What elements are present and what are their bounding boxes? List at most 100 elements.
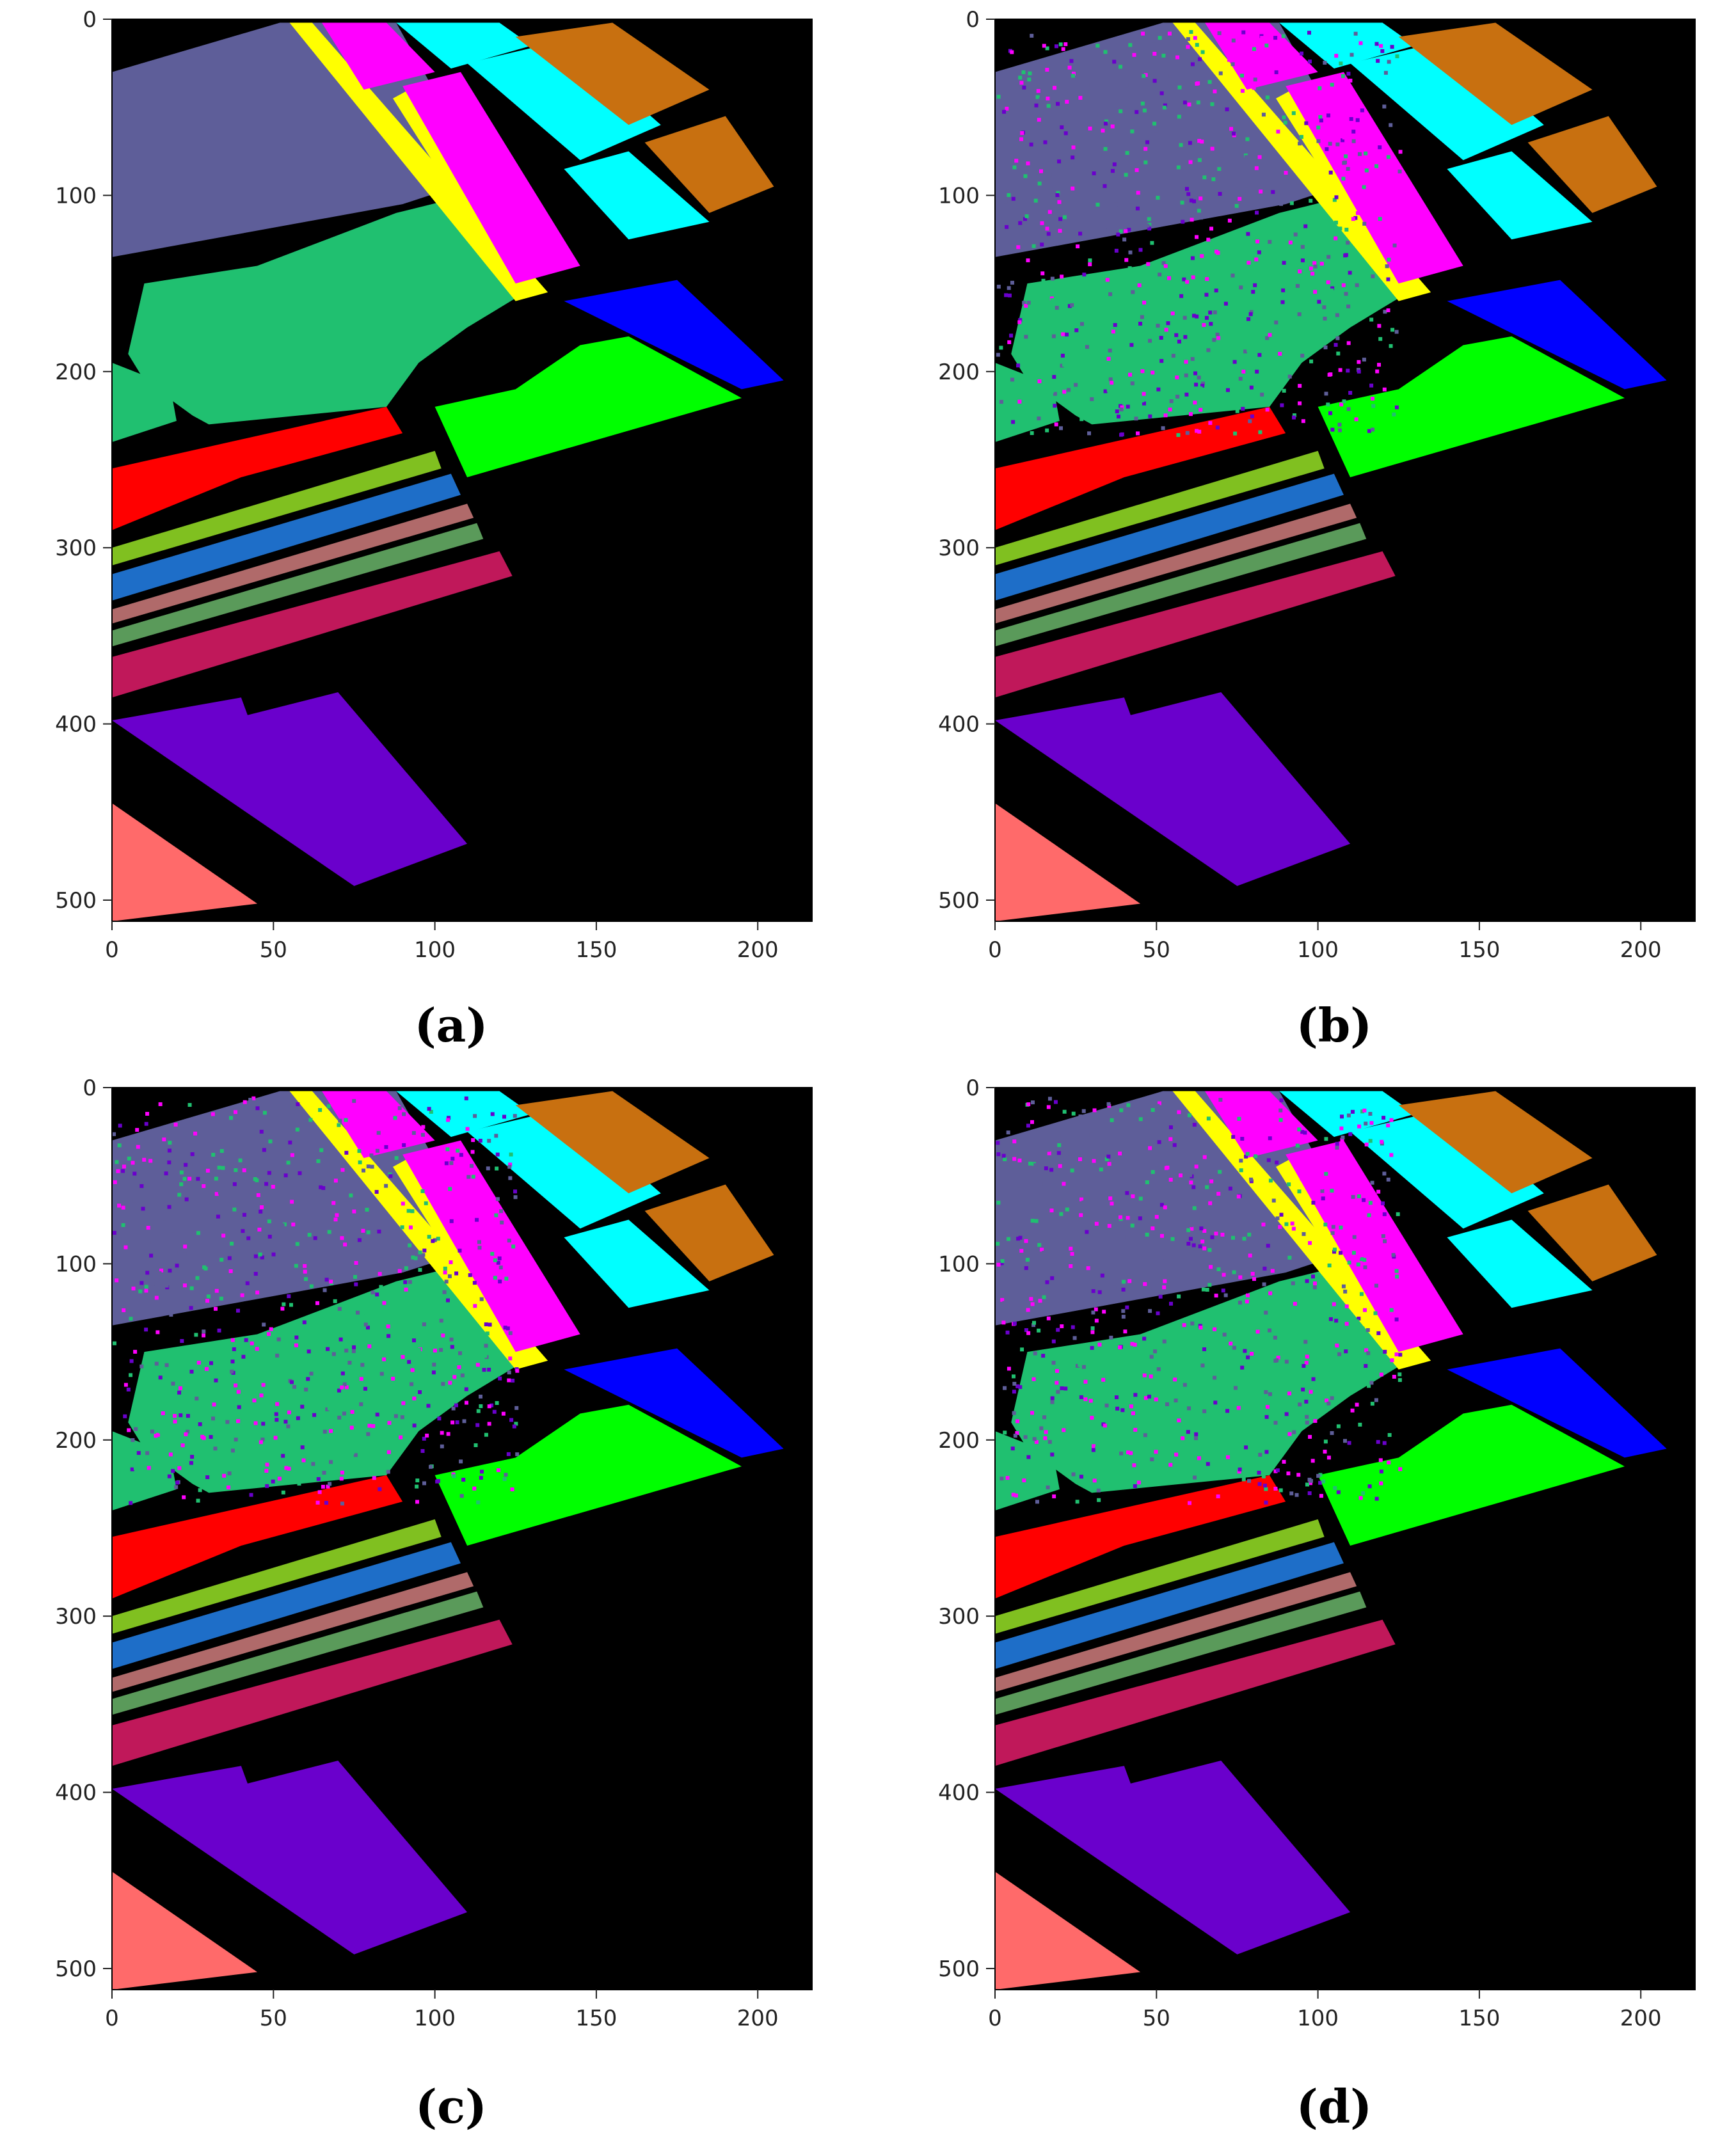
y-tick-label: 300 <box>55 1604 97 1629</box>
y-tick-label: 100 <box>938 183 980 209</box>
x-tick-label: 0 <box>988 937 1002 960</box>
class-field-magenta <box>402 72 580 284</box>
class-field-teal-green <box>995 1431 1060 1510</box>
class-field-cyan <box>564 151 710 240</box>
x-tick-label: 200 <box>737 937 779 960</box>
class-field-lime <box>1318 1404 1625 1546</box>
misclassification-noise <box>112 1096 520 1506</box>
y-tick-label: 200 <box>55 1428 97 1454</box>
class-field-teal-green <box>112 1431 177 1510</box>
panel-d: 0 50 100 150 200 0 100 200 300 400 500 <box>883 1068 1696 2028</box>
x-tick-label: 100 <box>1297 2006 1339 2028</box>
class-field-magenta <box>321 22 435 90</box>
map-panel-b: 0 50 100 150 200 0 100 200 300 400 500 <box>938 7 1696 960</box>
class-field-steel-blue <box>995 473 1344 601</box>
x-tick-label: 100 <box>414 937 456 960</box>
x-tick-label: 50 <box>260 937 287 960</box>
misclassification-noise <box>996 29 1403 437</box>
class-field-orange-brown <box>1527 116 1657 213</box>
y-tick-label: 200 <box>938 1428 980 1454</box>
misclassification-noise <box>996 1097 1403 1505</box>
y-tick-label: 100 <box>938 1251 980 1277</box>
class-field-yellow-green <box>112 450 442 566</box>
class-field-red <box>995 406 1286 530</box>
class-field-salmon <box>112 803 258 921</box>
class-field-salmon <box>995 1871 1141 1990</box>
class-field-magenta <box>1204 1091 1318 1159</box>
class-field-orange-brown <box>1527 1184 1657 1281</box>
class-field-blue <box>564 1348 784 1458</box>
class-field-teal-green <box>1011 1264 1408 1493</box>
class-field-yellow-green <box>112 1519 442 1634</box>
class-field-violet <box>995 692 1351 886</box>
class-field-magenta <box>1286 1140 1463 1352</box>
class-field-blue <box>564 280 784 390</box>
y-tick-label: 400 <box>55 712 97 738</box>
class-field-violet <box>112 1760 468 1954</box>
class-field-sage <box>112 523 484 647</box>
class-field-violet <box>112 692 468 886</box>
class-field-salmon <box>112 1871 258 1990</box>
x-tick-label: 150 <box>1458 937 1500 960</box>
class-field-yellow-green <box>995 450 1325 566</box>
class-field-lime <box>434 336 742 478</box>
y-tick-label: 0 <box>966 1075 980 1101</box>
caption-c: (c) <box>415 2079 487 2134</box>
map-panel-d: 0 50 100 150 200 0 100 200 300 400 500 <box>938 1075 1696 2028</box>
y-tick-label: 500 <box>55 888 97 914</box>
map-panel-c: 0 50 100 150 200 0 100 200 300 400 500 <box>55 1075 813 2028</box>
y-tick-label: 100 <box>55 1251 97 1277</box>
class-field-crimson <box>995 1619 1396 1766</box>
class-field-orange-brown <box>515 22 710 125</box>
y-tick-label: 300 <box>55 535 97 561</box>
class-field-orange-brown <box>1398 22 1593 125</box>
y-tick-label: 500 <box>55 1956 97 1982</box>
y-tick-label: 400 <box>938 1780 980 1806</box>
class-field-mauve <box>112 503 474 624</box>
class-field-steel-blue <box>995 1542 1344 1669</box>
class-field-orange-brown <box>644 116 774 213</box>
y-tick-label: 400 <box>938 712 980 738</box>
class-field-cyan <box>1279 22 1415 69</box>
x-tick-label: 50 <box>260 2006 287 2028</box>
class-field-teal-green <box>128 195 525 425</box>
class-field-cyan <box>564 1219 710 1308</box>
class-field-cyan <box>1447 151 1593 240</box>
x-tick-label: 0 <box>105 2006 119 2028</box>
x-tick-label: 50 <box>1143 2006 1170 2028</box>
class-field-cyan <box>467 40 661 161</box>
y-tick-label: 100 <box>55 183 97 209</box>
class-field-magenta <box>402 1140 580 1352</box>
class-field-magenta <box>321 1091 435 1159</box>
panel-a: 0 50 100 150 200 0 100 200 300 400 500 <box>0 0 813 960</box>
caption-b: (b) <box>1296 998 1373 1052</box>
class-field-steel-blue <box>112 473 461 601</box>
class-field-lime <box>434 1404 742 1546</box>
class-field-cyan <box>1350 40 1544 161</box>
class-field-orange-brown <box>1398 1091 1593 1194</box>
x-tick-label: 200 <box>737 2006 779 2028</box>
x-tick-label: 150 <box>575 937 617 960</box>
class-field-teal-green <box>112 363 177 442</box>
x-tick-label: 150 <box>575 2006 617 2028</box>
class-field-salmon <box>995 803 1141 921</box>
class-field-violet <box>995 1760 1351 1954</box>
y-tick-label: 500 <box>938 888 980 914</box>
class-field-blue <box>1447 280 1667 390</box>
class-field-red <box>112 1475 403 1599</box>
class-field-cyan <box>1447 1219 1593 1308</box>
y-tick-label: 300 <box>938 1604 980 1629</box>
x-tick-label: 200 <box>1620 937 1662 960</box>
class-field-red <box>112 406 403 530</box>
y-tick-label: 200 <box>938 360 980 385</box>
class-field-lime <box>1318 336 1625 478</box>
plot-frame <box>111 19 813 922</box>
caption-d: (d) <box>1296 2079 1373 2134</box>
x-tick-label: 0 <box>105 937 119 960</box>
class-field-orange-brown <box>644 1184 774 1281</box>
class-field-mauve <box>995 503 1357 624</box>
class-field-steel-blue <box>112 1542 461 1669</box>
class-field-cyan <box>1350 1109 1544 1229</box>
plot-frame <box>111 1087 813 1990</box>
panel-c: 0 50 100 150 200 0 100 200 300 400 500 <box>0 1068 813 2028</box>
